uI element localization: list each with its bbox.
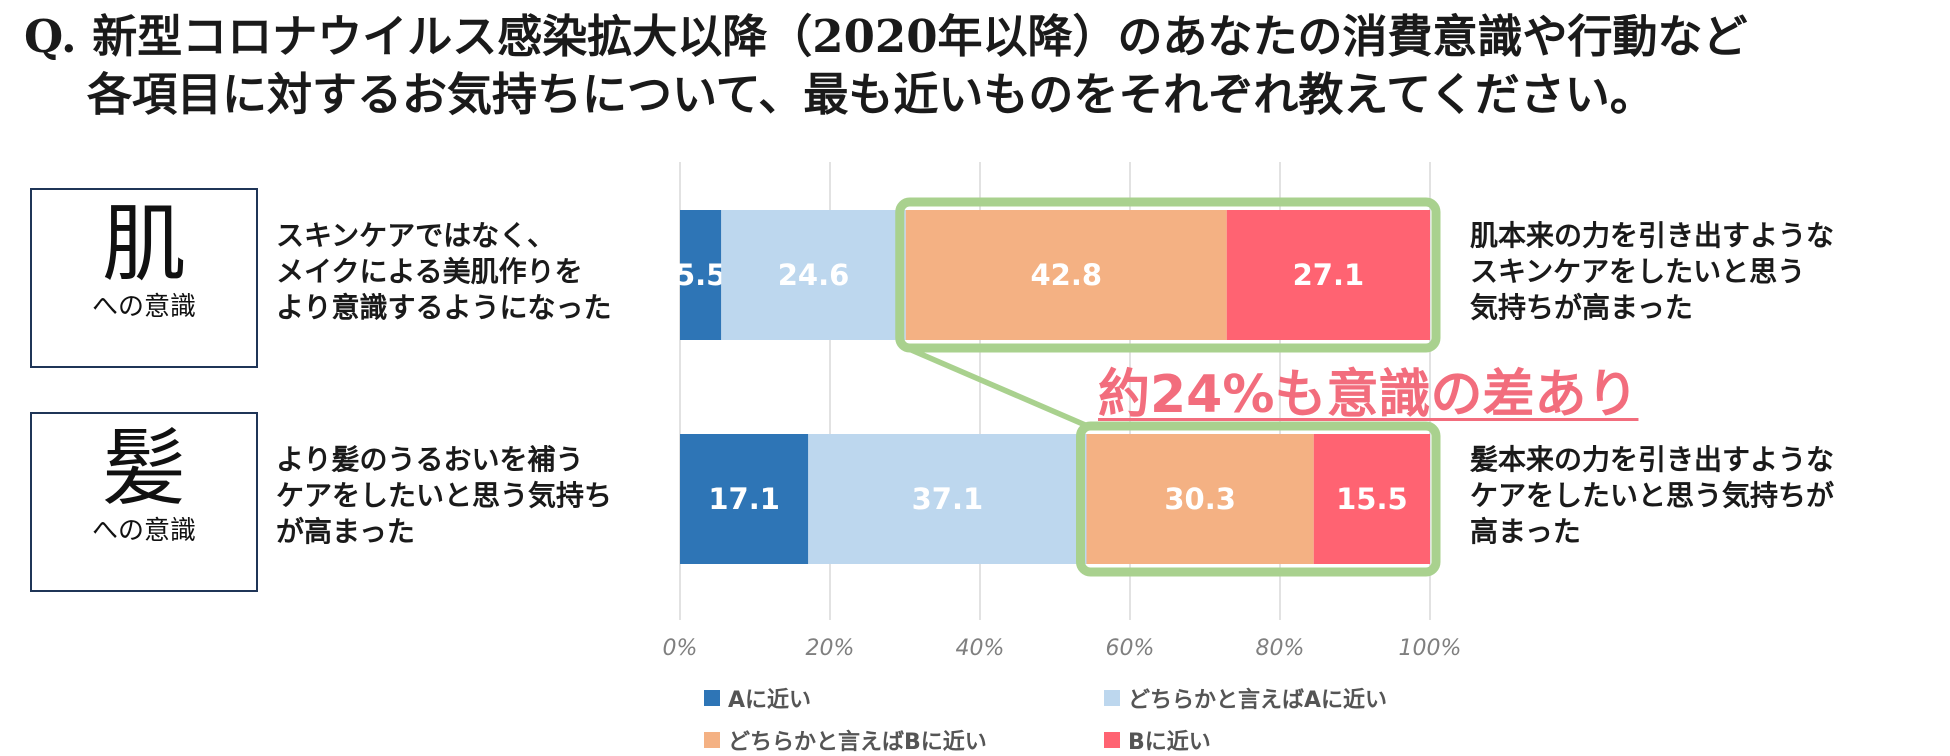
legend-label: Bに近い <box>1128 730 1211 755</box>
bar-segment <box>1313 434 1430 564</box>
x-tick-label: 80% <box>1256 636 1305 661</box>
statement-a-hair-line: が高まった <box>276 515 415 548</box>
x-tick-label: 40% <box>956 636 1005 661</box>
statement-b-skin-line: スキンケアをしたいと思う <box>1470 255 1806 288</box>
legend-swatch <box>704 690 720 706</box>
question-line-1: Q. 新型コロナウイルス感染拡大以降（2020年以降）のあなたの消費意識や行動な… <box>24 10 1748 63</box>
statement-b-skin-line: 肌本来の力を引き出すような <box>1470 219 1835 252</box>
legend-item-b: Bに近い <box>1104 724 1211 756</box>
x-tick-label: 60% <box>1106 636 1155 661</box>
statement-b-hair-line: 高まった <box>1470 515 1581 548</box>
highlight-frame <box>895 197 1441 353</box>
statement-a-hair-line: ケアをしたいと思う気持ち <box>276 479 613 512</box>
statement-b-skin-line: 気持ちが高まった <box>1470 291 1693 324</box>
legend-swatch <box>704 732 720 748</box>
data-label: 42.8 <box>1030 258 1102 292</box>
statement-a-skin-line: メイクによる美肌作りを <box>276 255 583 288</box>
data-label: 30.3 <box>1164 482 1236 516</box>
bar-segment <box>680 210 722 340</box>
statement-b-hair-line: 髪本来の力を引き出すような <box>1470 443 1835 476</box>
highlight-frame <box>1076 421 1441 577</box>
data-label: 27.1 <box>1293 258 1365 292</box>
bar-segment <box>808 434 1087 564</box>
legend-item-lean-a: どちらかと言えばAに近い <box>1104 682 1387 714</box>
question-line-2: 各項目に対するお気持ちについて、最も近いものをそれぞれ教えてください。 <box>87 68 1655 121</box>
category-box-hair: 髪 への意識 <box>30 412 258 592</box>
category-sub-hair: への意識 <box>91 516 196 546</box>
statement-a-skin-line: より意識するようになった <box>276 291 612 324</box>
highlight-connector <box>899 348 1095 426</box>
x-tick-label: 100% <box>1399 636 1462 661</box>
x-tick-label: 0% <box>663 636 698 661</box>
data-label: 17.1 <box>708 482 780 516</box>
legend-label: Aに近い <box>728 688 812 713</box>
data-label: 15.5 <box>1336 482 1408 516</box>
statement-a-hair: より髪のうるおいを補う ケアをしたいと思う気持ち が高まった <box>276 442 612 550</box>
data-label: 24.6 <box>778 258 850 292</box>
statement-a-hair-line: より髪のうるおいを補う <box>276 443 584 476</box>
data-label: 37.1 <box>912 482 984 516</box>
question-text: Q. 新型コロナウイルス感染拡大以降（2020年以降）のあなたの消費意識や行動な… <box>24 8 1748 124</box>
statement-a-skin-line: スキンケアではなく、 <box>276 219 556 252</box>
category-sub-skin: への意識 <box>91 292 196 322</box>
statement-b-hair-line: ケアをしたいと思う気持ちが <box>1470 479 1835 512</box>
bar-segment <box>721 210 906 340</box>
legend-swatch <box>1104 690 1120 706</box>
bar-segment <box>1086 434 1314 564</box>
legend-swatch <box>1104 732 1120 748</box>
bar-segment <box>905 210 1227 340</box>
x-tick-label: 20% <box>806 636 855 661</box>
category-kanji-hair: 髪 <box>101 419 186 517</box>
legend-label: どちらかと言えばBに近い <box>728 730 987 755</box>
category-kanji-skin: 肌 <box>101 195 186 293</box>
legend-label: どちらかと言えばAに近い <box>1128 688 1388 713</box>
bar-segment <box>1226 210 1430 340</box>
legend-item-a: Aに近い <box>704 682 811 714</box>
statement-b-skin: 肌本来の力を引き出すような スキンケアをしたいと思う 気持ちが高まった <box>1470 218 1834 326</box>
bar-segment <box>680 434 809 564</box>
data-label: 5.5 <box>675 258 726 292</box>
statement-b-hair: 髪本来の力を引き出すような ケアをしたいと思う気持ちが 高まった <box>1470 442 1834 550</box>
category-box-skin: 肌 への意識 <box>30 188 258 368</box>
statement-a-skin: スキンケアではなく、 メイクによる美肌作りを より意識するようになった <box>276 218 611 326</box>
legend-item-lean-b: どちらかと言えばBに近い <box>704 724 987 756</box>
difference-callout: 約24%も意識の差あり <box>1098 365 1639 425</box>
